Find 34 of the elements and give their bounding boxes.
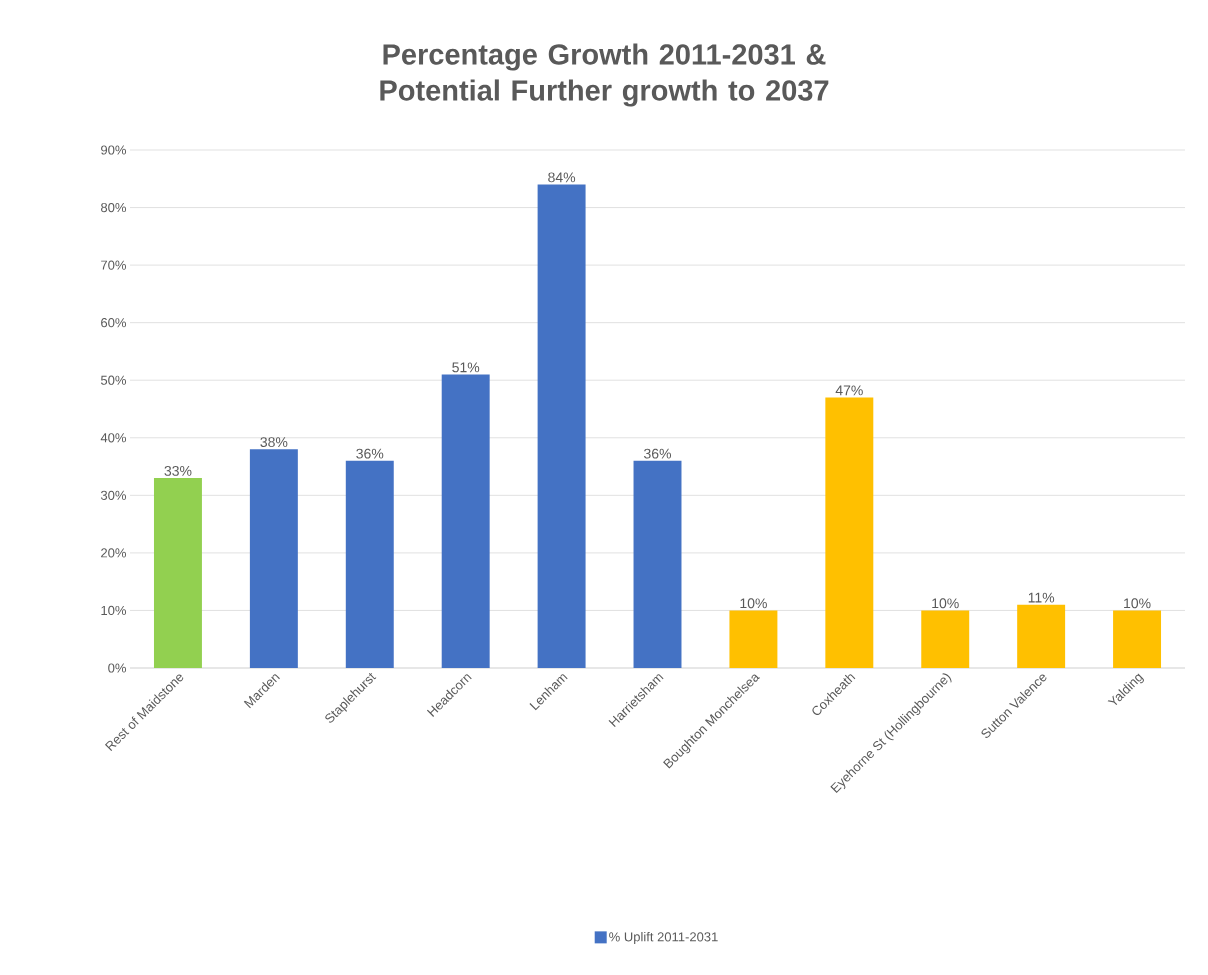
bar xyxy=(249,449,298,668)
y-tick-label: 10% xyxy=(101,605,127,616)
data-label: 33% xyxy=(164,465,192,476)
data-label: 51% xyxy=(452,362,480,373)
legend-label: % Uplift 2011-2031 xyxy=(609,931,718,945)
bar xyxy=(153,478,202,668)
y-tick-label: 40% xyxy=(100,433,127,443)
bar xyxy=(633,460,682,668)
bar xyxy=(1113,610,1162,668)
data-label: 36% xyxy=(644,448,672,459)
y-tick-label: 30% xyxy=(100,490,127,500)
bar xyxy=(729,610,778,668)
data-label: 10% xyxy=(932,598,959,609)
y-tick-label: 0% xyxy=(108,663,127,673)
y-tick-label: 50% xyxy=(100,375,127,385)
y-tick-label: 20% xyxy=(101,548,127,558)
y-tick-label: 70% xyxy=(101,260,127,270)
data-label: 11% xyxy=(1028,592,1055,603)
data-label: 38% xyxy=(260,437,288,448)
data-label: 10% xyxy=(1124,598,1151,609)
data-label: 47% xyxy=(835,385,863,396)
bar xyxy=(1017,604,1066,668)
y-tick-label: 60% xyxy=(101,318,127,328)
chart-title: Percentage Growth 2011-2031 & Potential Further growth to 2037 xyxy=(380,43,829,107)
bar xyxy=(825,397,874,668)
data-label: 36% xyxy=(356,448,384,459)
data-label: 10% xyxy=(740,598,767,609)
data-label: 84% xyxy=(548,172,576,183)
bar xyxy=(921,610,970,668)
bar xyxy=(537,184,586,668)
bar xyxy=(345,460,394,668)
bar xyxy=(441,374,490,668)
y-tick-label: 80% xyxy=(101,202,127,213)
y-tick-label: 90% xyxy=(101,145,127,155)
